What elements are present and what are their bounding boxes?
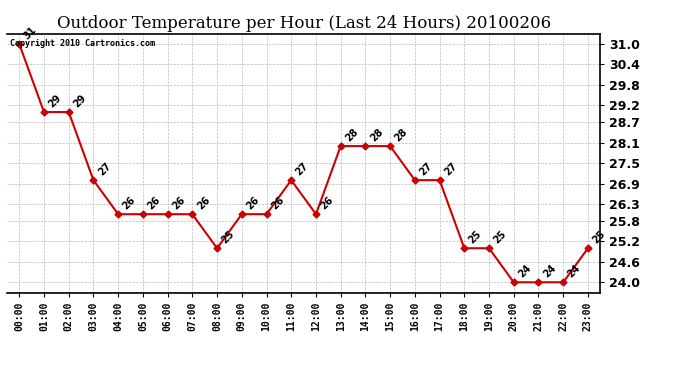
Text: 27: 27	[96, 161, 113, 177]
Text: 25: 25	[492, 229, 509, 246]
Text: 27: 27	[417, 161, 434, 177]
Text: 24: 24	[566, 263, 582, 279]
Text: 26: 26	[195, 195, 212, 211]
Text: 29: 29	[47, 93, 63, 109]
Text: 26: 26	[170, 195, 187, 211]
Text: Copyright 2010 Cartronics.com: Copyright 2010 Cartronics.com	[10, 39, 155, 48]
Text: 28: 28	[393, 127, 410, 143]
Title: Outdoor Temperature per Hour (Last 24 Hours) 20100206: Outdoor Temperature per Hour (Last 24 Ho…	[57, 15, 551, 32]
Text: 26: 26	[146, 195, 162, 211]
Text: 31: 31	[22, 25, 39, 41]
Text: 28: 28	[368, 127, 385, 143]
Text: 26: 26	[269, 195, 286, 211]
Text: 27: 27	[442, 161, 459, 177]
Text: 26: 26	[244, 195, 262, 211]
Text: 25: 25	[220, 229, 237, 246]
Text: 24: 24	[517, 263, 533, 279]
Text: 29: 29	[72, 93, 88, 109]
Text: 24: 24	[541, 263, 558, 279]
Text: 25: 25	[467, 229, 484, 246]
Text: 25: 25	[591, 229, 607, 246]
Text: 26: 26	[121, 195, 137, 211]
Text: 28: 28	[344, 127, 360, 143]
Text: 27: 27	[294, 161, 310, 177]
Text: 26: 26	[319, 195, 335, 211]
